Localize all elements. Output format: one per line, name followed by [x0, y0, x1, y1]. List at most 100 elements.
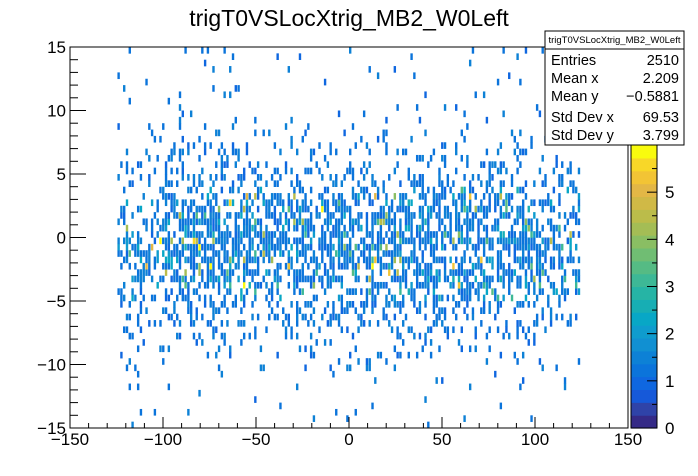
histogram-bin [212, 281, 215, 289]
histogram-bin [362, 174, 366, 181]
histogram-bin [379, 218, 383, 226]
histogram-bin [499, 231, 503, 238]
histogram-bin [390, 250, 394, 257]
histogram-bin [321, 243, 324, 251]
histogram-bin [323, 186, 327, 194]
histogram-bin [527, 339, 530, 346]
histogram-bin [293, 224, 296, 232]
histogram-bin [441, 237, 444, 245]
histogram-bin [326, 205, 330, 213]
histogram-bin [335, 174, 338, 181]
histogram-bin [535, 256, 539, 264]
histogram-bin [527, 237, 530, 245]
histogram-bin [217, 224, 221, 232]
histogram-bin [494, 313, 497, 321]
histogram-bin [441, 180, 444, 187]
histogram-bin [173, 307, 176, 314]
histogram-bin [295, 199, 299, 207]
histogram-bin [254, 326, 257, 334]
histogram-bin [209, 205, 212, 213]
palette-swatch [631, 376, 657, 391]
histogram-bin [287, 262, 291, 270]
histogram-bin [496, 148, 500, 156]
histogram-bin [279, 212, 282, 219]
histogram-bin [502, 237, 505, 245]
histogram-bin [460, 186, 463, 194]
histogram-bin [340, 205, 344, 213]
histogram-bin [496, 294, 500, 302]
histogram-bin [544, 237, 547, 245]
histogram-bin [307, 243, 310, 251]
histogram-bin [399, 193, 402, 200]
histogram-bin [139, 174, 143, 181]
histogram-bin [176, 167, 179, 175]
histogram-bin [251, 313, 254, 321]
histogram-bin [474, 345, 477, 353]
histogram-bin [463, 275, 466, 283]
histogram-bin [418, 231, 422, 238]
histogram-bin [441, 320, 444, 327]
histogram-bin [482, 193, 486, 200]
histogram-bin [471, 218, 475, 226]
histogram-bin [396, 269, 399, 276]
histogram-bin [323, 339, 327, 346]
histogram-bin [396, 351, 399, 359]
histogram-bin [371, 307, 374, 314]
histogram-bin [117, 237, 120, 245]
histogram-bin [449, 256, 452, 264]
histogram-bin [385, 199, 388, 207]
histogram-bin [457, 262, 461, 270]
histogram-bin [340, 307, 344, 314]
histogram-bin [455, 243, 458, 251]
histogram-bin [173, 212, 176, 219]
histogram-bin [505, 243, 508, 251]
histogram-bin [368, 320, 371, 327]
histogram-bin [508, 269, 511, 276]
stats-label-mean-y: Mean y [551, 89, 599, 105]
histogram-bin [178, 104, 182, 111]
histogram-bin [192, 332, 196, 340]
histogram-bin [176, 294, 179, 302]
histogram-bin [329, 174, 332, 181]
histogram-bin [524, 180, 528, 187]
histogram-bin [346, 167, 349, 175]
histogram-bin [229, 199, 232, 207]
histogram-bin [189, 262, 193, 270]
histogram-bin [332, 262, 335, 270]
histogram-bin [429, 262, 433, 270]
histogram-bin [530, 224, 533, 232]
histogram-bin [156, 231, 159, 238]
histogram-bin [524, 47, 528, 54]
histogram-bin [547, 275, 550, 283]
histogram-bin [217, 212, 221, 219]
histogram-bin [268, 199, 271, 207]
histogram-bin [220, 320, 224, 327]
histogram-bin [189, 320, 193, 327]
histogram-bin [574, 281, 578, 289]
histogram-bin [287, 320, 291, 327]
histogram-bin [332, 313, 335, 321]
histogram-bin [561, 313, 564, 321]
histogram-bin [242, 320, 246, 327]
histogram-bin [468, 205, 472, 213]
histogram-bin [496, 224, 500, 232]
histogram-bin [209, 294, 212, 302]
histogram-bin [254, 269, 257, 276]
histogram-bin [332, 256, 335, 264]
histogram-bin [482, 205, 486, 213]
histogram-bin [410, 199, 413, 207]
palette-swatch [631, 170, 657, 185]
histogram-bin [390, 199, 394, 207]
histogram-bin [173, 142, 176, 149]
histogram-bin [365, 243, 369, 251]
histogram-bin [574, 218, 578, 226]
histogram-bin [295, 313, 299, 321]
histogram-bin [156, 250, 159, 257]
histogram-bin [117, 174, 120, 181]
histogram-bin [429, 275, 433, 283]
histogram-bin [368, 66, 371, 73]
histogram-bin [125, 364, 129, 372]
histogram-bin [223, 269, 226, 276]
histogram-bin [128, 358, 131, 365]
histogram-bin [242, 174, 246, 181]
